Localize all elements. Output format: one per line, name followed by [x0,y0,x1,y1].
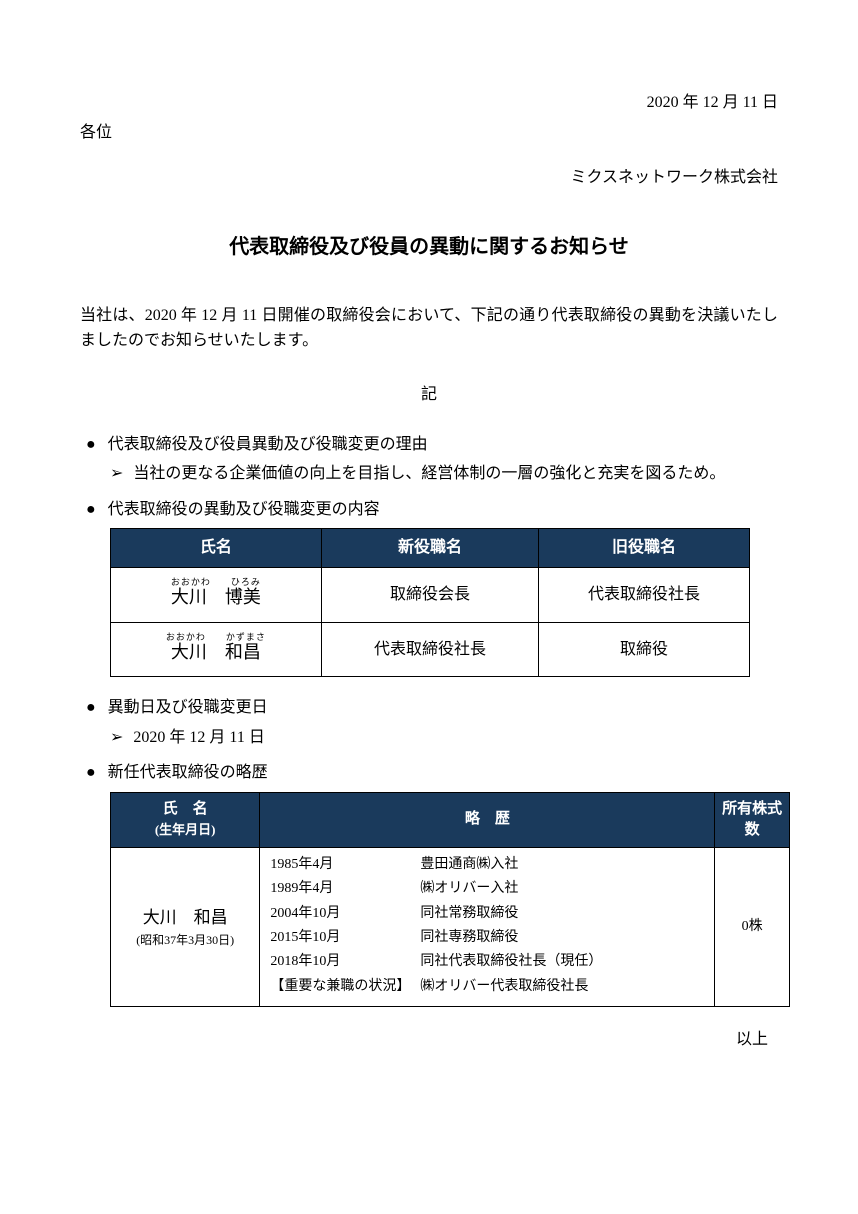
changes-table: 氏名 新役職名 旧役職名 おおかわ ひろみ 大川 博美 取締役会長 代表取締役社… [110,528,750,677]
section1-heading: 代表取締役及び役員異動及び役職変更の理由 [108,432,428,458]
history-body: 豊田通商㈱入社 [420,854,704,876]
new-position: 取締役会長 [321,567,538,622]
doc-date: 2020 年 12 月 11 日 [80,90,778,116]
col-name: 氏 名 [163,801,208,817]
profile-birth: (昭和37年3月30日) [119,931,251,950]
arrow-icon: ➢ [110,461,123,487]
old-position: 取締役 [539,622,750,677]
table-row: 大川 和昌 (昭和37年3月30日) 1985年4月豊田通商㈱入社1989年4月… [111,847,790,1006]
history-date: 1989年4月 [270,878,420,900]
history-body: 同社常務取締役 [420,903,704,925]
section3-date: 2020 年 12 月 11 日 [133,725,264,751]
divider-marker: 記 [80,382,778,408]
salutation: 各位 [80,120,778,146]
history-row: 1989年4月㈱オリバー入社 [270,878,704,900]
history-body: ㈱オリバー代表取締役社長 [420,976,704,998]
col-name: 氏名 [111,529,322,568]
profile-name: 大川 和昌 [119,904,251,931]
person-name: 大川 博美 [171,587,261,609]
section1-reason: 当社の更なる企業価値の向上を目指し、経営体制の一層の強化と充実を図るため。 [133,461,725,487]
history-row: 2004年10月同社常務取締役 [270,903,704,925]
history-body: 同社専務取締役 [420,927,704,949]
history-date: 2018年10月 [270,951,420,973]
table-row: おおかわ ひろみ 大川 博美 取締役会長 代表取締役社長 [111,567,750,622]
profile-history: 1985年4月豊田通商㈱入社1989年4月㈱オリバー入社2004年10月同社常務… [260,847,715,1006]
new-position: 代表取締役社長 [321,622,538,677]
history-date: 【重要な兼職の状況】 [270,976,420,998]
history-row: 2018年10月同社代表取締役社長（現任） [270,951,704,973]
history-body: 同社代表取締役社長（現任） [420,951,704,973]
history-date: 2015年10月 [270,927,420,949]
table-row: おおかわ かずまさ 大川 和昌 代表取締役社長 取締役 [111,622,750,677]
name-ruby: おおかわ ひろみ [171,578,261,587]
col-history: 略 歴 [260,792,715,847]
intro: 当社は、2020 年 12 月 11 日開催の取締役会において、下記の通り代表取… [80,303,778,354]
profile-shares: 0株 [715,847,790,1006]
section4-heading: 新任代表取締役の略歴 [108,760,268,786]
history-row: 【重要な兼職の状況】㈱オリバー代表取締役社長 [270,976,704,998]
col-new: 新役職名 [321,529,538,568]
section2-heading: 代表取締役の異動及び役職変更の内容 [108,497,380,523]
arrow-icon: ➢ [110,725,123,751]
bullet-icon: ● [86,695,96,721]
doc-title: 代表取締役及び役員の異動に関するお知らせ [80,231,778,263]
col-name-sub: (生年月日) [155,822,216,837]
bullet-icon: ● [86,497,96,523]
history-row: 2015年10月同社専務取締役 [270,927,704,949]
old-position: 代表取締役社長 [539,567,750,622]
history-date: 2004年10月 [270,903,420,925]
bullet-icon: ● [86,760,96,786]
section3-heading: 異動日及び役職変更日 [108,695,268,721]
name-ruby: おおかわ かずまさ [166,633,266,642]
history-date: 1985年4月 [270,854,420,876]
person-name: 大川 和昌 [166,642,266,664]
profile-table: 氏 名 (生年月日) 略 歴 所有株式数 大川 和昌 (昭和37年3月30日) … [110,792,790,1007]
col-shares: 所有株式数 [715,792,790,847]
history-body: ㈱オリバー入社 [420,878,704,900]
company: ミクスネットワーク株式会社 [80,165,778,191]
history-row: 1985年4月豊田通商㈱入社 [270,854,704,876]
closing: 以上 [80,1027,778,1053]
col-old: 旧役職名 [539,529,750,568]
bullet-icon: ● [86,432,96,458]
